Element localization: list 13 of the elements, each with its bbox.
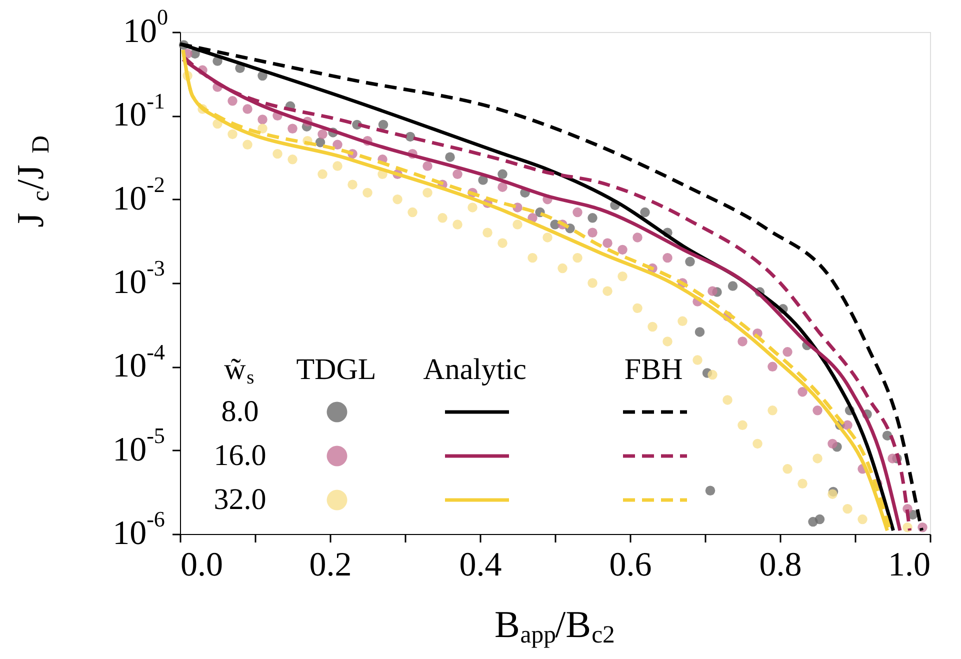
x-tick-label: 0.6 <box>609 546 652 584</box>
x-tick-label: 0.2 <box>309 546 352 584</box>
legend-label: 16.0 <box>214 439 266 472</box>
y-axis-title: Jc/JD <box>10 136 54 228</box>
annotation: TDGL <box>296 353 376 386</box>
x-tick-label: 1.0 <box>888 546 930 584</box>
annotation: Analytic <box>423 353 526 386</box>
x-tick-label: 0.8 <box>759 546 802 584</box>
x-tick-label: 0.0 <box>180 546 223 584</box>
legend-label: 8.0 <box>221 395 259 428</box>
legend-label: 32.0 <box>214 483 266 516</box>
annotation: FBH <box>624 353 683 386</box>
x-tick-label: 0.4 <box>459 546 502 584</box>
